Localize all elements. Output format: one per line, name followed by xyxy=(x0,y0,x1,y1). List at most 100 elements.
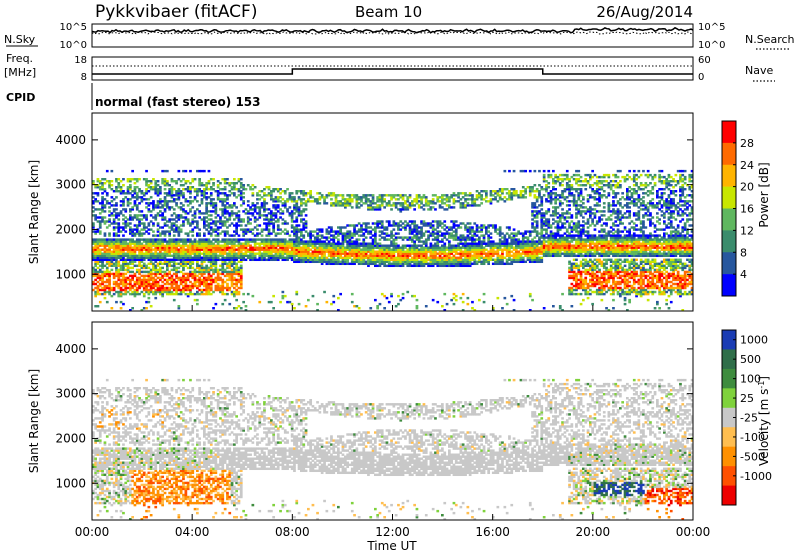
power-cell xyxy=(119,286,123,290)
power-cell xyxy=(320,240,324,243)
power-cell xyxy=(94,246,98,249)
power-cell xyxy=(149,284,153,288)
power-cell xyxy=(154,282,158,286)
power-cell xyxy=(117,224,121,227)
power-cell xyxy=(300,254,303,258)
power-cell xyxy=(239,278,243,282)
power-cell xyxy=(196,169,199,173)
power-cell xyxy=(145,230,148,233)
power-cell xyxy=(212,202,215,205)
power-cell xyxy=(156,290,160,294)
power-cell xyxy=(441,206,444,209)
power-cell xyxy=(131,284,135,288)
power-cell xyxy=(253,186,257,189)
power-cell xyxy=(203,268,206,272)
power-cell xyxy=(524,169,528,173)
power-cell xyxy=(135,180,139,183)
power-cell xyxy=(166,230,169,233)
power-cell xyxy=(168,288,172,292)
power-cell xyxy=(161,274,165,278)
power-cell xyxy=(226,244,229,247)
power-cell xyxy=(126,264,130,268)
power-cell xyxy=(166,204,169,207)
power-cell xyxy=(253,248,257,251)
power-cell xyxy=(207,250,211,253)
power-cell xyxy=(135,216,139,219)
power-cell xyxy=(186,272,190,276)
power-cell xyxy=(117,238,121,241)
power-cell xyxy=(272,256,276,260)
power-cell xyxy=(249,186,252,189)
power-cell xyxy=(235,230,239,233)
power-cell xyxy=(179,244,183,247)
power-cell xyxy=(246,256,250,260)
power-cell xyxy=(249,228,252,231)
power-cell xyxy=(297,230,301,233)
power-cell xyxy=(108,276,111,280)
power-cell xyxy=(193,292,197,296)
power-cell xyxy=(237,240,241,243)
power-cell xyxy=(193,198,197,201)
power-cell xyxy=(129,192,132,195)
power-cell xyxy=(152,266,155,270)
power-cell xyxy=(122,200,125,203)
power-cell xyxy=(228,288,232,292)
power-cell xyxy=(226,266,229,270)
power-cell xyxy=(122,228,125,231)
power-cell xyxy=(117,234,121,237)
power-cell xyxy=(198,188,202,191)
power-cell xyxy=(203,224,206,227)
power-cell xyxy=(274,212,278,215)
power-cell xyxy=(290,248,294,251)
power-cell xyxy=(115,284,118,288)
power-cell xyxy=(288,252,292,255)
power-cell xyxy=(198,268,202,272)
power-cell xyxy=(98,292,102,296)
power-cell xyxy=(256,194,259,197)
power-cell xyxy=(251,254,255,258)
power-cell xyxy=(209,276,213,280)
power-cell xyxy=(230,260,234,264)
power-cell xyxy=(133,196,137,199)
power-cell xyxy=(149,228,153,231)
power-cell xyxy=(270,214,273,217)
power-cell xyxy=(258,224,262,227)
power-cell xyxy=(156,204,160,207)
power-cell xyxy=(149,270,153,274)
power-cell xyxy=(295,250,299,253)
power-cell xyxy=(147,242,151,245)
power-cell xyxy=(209,214,213,217)
power-cell xyxy=(98,248,102,251)
power-cell xyxy=(98,186,102,189)
power-cell xyxy=(228,212,232,215)
power-cell xyxy=(96,266,100,270)
power-cell xyxy=(98,288,102,292)
power-cell xyxy=(184,180,188,183)
power-cell xyxy=(226,178,229,181)
power-cell xyxy=(212,206,215,209)
power-cell xyxy=(265,186,269,189)
power-cell xyxy=(166,286,169,290)
power-cell xyxy=(461,258,465,262)
power-cell xyxy=(267,222,271,225)
power-cell xyxy=(205,292,209,296)
power-cell xyxy=(186,252,190,255)
power-cell xyxy=(491,240,495,243)
power-cell xyxy=(235,238,239,241)
power-cell xyxy=(198,232,202,235)
power-cell xyxy=(129,228,132,231)
power-cell xyxy=(189,230,192,233)
power-cell xyxy=(196,260,199,264)
power-cell xyxy=(177,232,181,235)
power-cell xyxy=(191,270,195,274)
power-cell xyxy=(189,284,192,288)
power-cell xyxy=(263,198,266,201)
power-cell xyxy=(239,280,243,284)
power-cell xyxy=(212,182,215,185)
power-cell xyxy=(251,228,255,231)
power-cell xyxy=(272,190,276,193)
power-cell xyxy=(219,290,222,294)
power-cell xyxy=(112,264,116,268)
power-cell xyxy=(276,232,280,235)
power-cell xyxy=(297,198,301,201)
